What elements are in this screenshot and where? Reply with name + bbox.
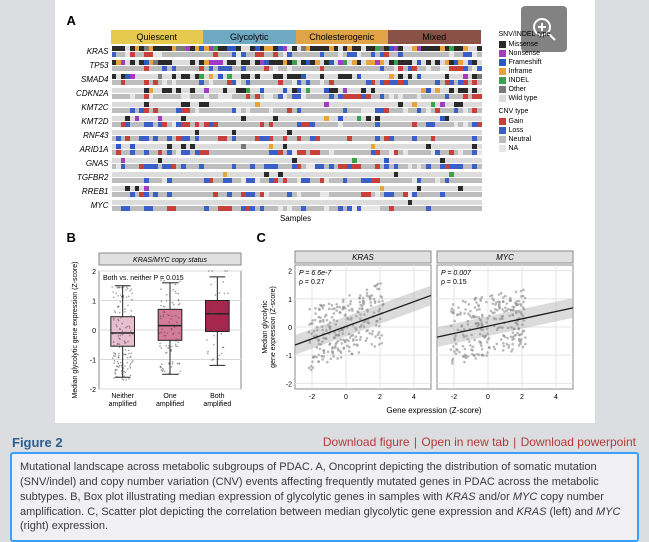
svg-text:gene expression (Z-score): gene expression (Z-score) [270, 286, 277, 368]
caption-c-prefix: C, Scatter plot depicting the correlatio… [87, 506, 516, 518]
svg-text:One: One [163, 393, 176, 400]
svg-text:2: 2 [288, 269, 292, 276]
samples-axis-label: Samples [111, 214, 481, 223]
caption-lead: Mutational landscape across metabolic su… [20, 461, 313, 473]
caption-c-mid: (left) and [546, 506, 596, 518]
svg-text:P = 0.007: P = 0.007 [441, 270, 472, 277]
svg-text:Median glycolytic: Median glycolytic [262, 300, 269, 354]
panel-a-oncoprint: A QuiescentGlycolyticCholesterogenicMixe… [67, 12, 583, 223]
svg-text:4: 4 [412, 394, 416, 401]
svg-text:-2: -2 [285, 381, 291, 388]
svg-text:-2: -2 [89, 387, 95, 394]
caption-b-prefix: B, Box plot illustrating median expressi… [70, 491, 445, 503]
svg-text:Neither: Neither [111, 393, 134, 400]
figure-container: A QuiescentGlycolyticCholesterogenicMixe… [55, 0, 595, 423]
svg-text:ρ = 0.15: ρ = 0.15 [441, 279, 467, 286]
figure-links: Download figure | Open in new tab | Down… [322, 435, 637, 450]
caption-c-suffix: (right) expression. [20, 520, 108, 532]
svg-text:P = 6.6e-7: P = 6.6e-7 [299, 270, 332, 277]
download-ppt-link[interactable]: Download powerpoint [521, 435, 636, 449]
caption-c-myc: MYC [596, 506, 620, 518]
svg-text:4: 4 [554, 394, 558, 401]
figure-number: Figure 2 [12, 435, 63, 450]
panel-c-label: C [257, 230, 266, 245]
svg-text:-1: -1 [285, 353, 291, 360]
svg-text:Gene expression (Z-score): Gene expression (Z-score) [386, 406, 481, 415]
svg-text:2: 2 [520, 394, 524, 401]
svg-text:1: 1 [92, 299, 96, 306]
panel-c-scatter: C Median glycolyticgene expression (Z-sc… [257, 229, 583, 415]
panel-b-boxplot: B KRAS/MYC copy status -2 -1 0 1 2 Both vs. ne… [67, 229, 247, 415]
download-figure-link[interactable]: Download figure [323, 435, 410, 449]
svg-text:-1: -1 [89, 358, 95, 365]
panel-b-label: B [67, 230, 76, 245]
svg-text:amplified: amplified [203, 401, 231, 408]
svg-text:amplified: amplified [108, 401, 136, 408]
svg-text:ρ = 0.27: ρ = 0.27 [299, 279, 325, 286]
svg-text:Both: Both [210, 393, 225, 400]
caption-b-kras: KRAS [446, 491, 476, 503]
figure-footer: Figure 2 Download figure | Open in new t… [0, 423, 649, 542]
svg-text:amplified: amplified [155, 401, 183, 408]
svg-text:Median glycolytic gene express: Median glycolytic gene expression (Z-sco… [72, 262, 79, 399]
svg-text:2: 2 [92, 269, 96, 276]
svg-text:KRAS/MYC copy status: KRAS/MYC copy status [133, 257, 207, 264]
svg-text:2: 2 [378, 394, 382, 401]
caption-c-kras: KRAS [517, 506, 547, 518]
svg-text:MYC: MYC [496, 253, 514, 262]
svg-text:0: 0 [344, 394, 348, 401]
panel-a-legend: SNV/INDEL typeMissenseNonsenseFrameshift… [499, 26, 587, 153]
svg-text:0: 0 [288, 325, 292, 332]
open-new-tab-link[interactable]: Open in new tab [421, 435, 508, 449]
svg-text:Both vs. neither P = 0.015: Both vs. neither P = 0.015 [103, 275, 184, 282]
caption-b-myc: MYC [513, 491, 537, 503]
svg-text:KRAS: KRAS [352, 253, 374, 262]
svg-text:-2: -2 [308, 394, 314, 401]
svg-text:0: 0 [486, 394, 490, 401]
svg-text:-2: -2 [450, 394, 456, 401]
svg-text:1: 1 [288, 297, 292, 304]
subtype-headers: QuiescentGlycolyticCholesterogenicMixed [111, 30, 481, 44]
panel-a-label: A [67, 13, 76, 28]
caption-b-mid: and/or [476, 491, 513, 503]
svg-text:0: 0 [92, 328, 96, 335]
figure-caption: Mutational landscape across metabolic su… [10, 452, 639, 542]
